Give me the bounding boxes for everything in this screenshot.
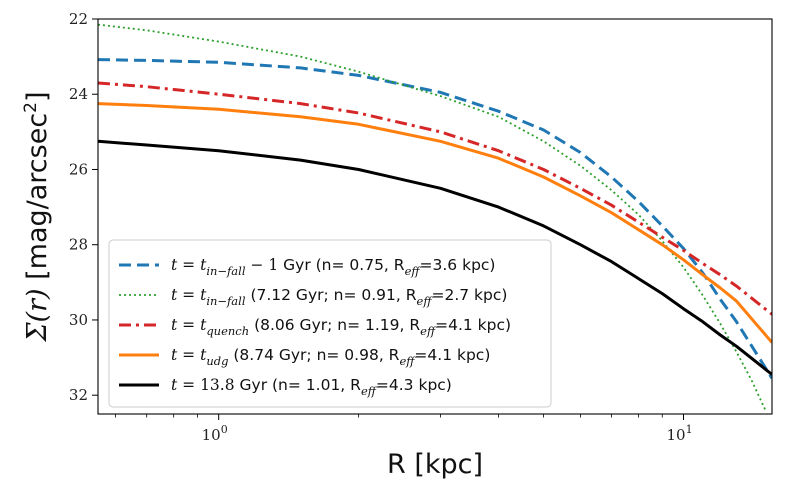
legend-label-part: t — [171, 316, 178, 334]
y-tick-label: 24 — [69, 85, 88, 103]
y-tick-label: 26 — [69, 160, 88, 178]
legend-label-part: (8.74 Gyr; n= 0.98, R — [228, 346, 399, 364]
x-axis-label: R [kpc] — [387, 449, 483, 480]
y-axis-label-sup: 2 — [21, 102, 41, 113]
legend-label-part: = — [177, 346, 200, 364]
x-tick-label: 101 — [666, 423, 692, 444]
legend-box — [108, 239, 552, 408]
y-axis-label-text: [mag/arcsec — [22, 113, 53, 289]
legend-label-part: Gyr (n= 1.01, R — [235, 376, 362, 394]
legend-label-part: (7.12 Gyr; n= 0.91, R — [246, 286, 417, 304]
legend-label-part: t — [171, 286, 178, 304]
legend-label-1: t = tin−fall − 1 Gyr (n= 0.75, Reff=3.6 … — [171, 256, 495, 278]
x-tick-base: 10 — [202, 426, 221, 444]
legend-label-4: t = tudg (8.74 Gyr; n= 0.98, Reff=4.1 kp… — [171, 346, 490, 368]
x-tick-base: 10 — [666, 426, 685, 444]
legend-label-part: t — [200, 286, 207, 304]
legend-label-part: = — [177, 286, 200, 304]
legend-label-part: =2.7 kpc) — [431, 286, 507, 304]
legend-label-part: eff — [405, 264, 422, 278]
legend-label-part: − 1 — [246, 256, 279, 274]
y-axis-label-close: ] — [22, 91, 53, 102]
legend-label-part: = — [177, 316, 200, 334]
x-tick-label: 100 — [202, 423, 228, 444]
series-line-3 — [98, 81, 772, 316]
y-axis-label-math: Σ(r) — [22, 288, 53, 342]
y-tick-label: 32 — [69, 386, 88, 404]
legend-label-part: =4.1 kpc) — [435, 316, 511, 334]
legend-label-part: =3.6 kpc) — [420, 256, 496, 274]
legend-label-2: t = tin−fall (7.12 Gyr; n= 0.91, Reff=2.… — [171, 286, 507, 308]
legend-label-5: t = 13.8 Gyr (n= 1.01, Reff=4.3 kpc) — [171, 376, 452, 398]
legend: t = tin−fall − 1 Gyr (n= 0.75, Reff=3.6 … — [108, 239, 552, 408]
legend-label-part: = 13.8 — [177, 376, 234, 394]
y-tick-label: 30 — [69, 311, 88, 329]
series-line-4 — [98, 102, 772, 344]
legend-label-part: eff — [417, 294, 434, 308]
y-axis-label: Σ(r) [mag/arcsec2] — [21, 91, 53, 342]
series-line-1 — [98, 58, 772, 380]
legend-label-part: in−fall — [206, 264, 246, 278]
y-tick-label: 28 — [69, 236, 88, 254]
legend-label-part: t — [171, 256, 178, 274]
legend-label-part: t — [171, 376, 178, 394]
x-tick-exp: 0 — [221, 423, 228, 436]
series-layer — [98, 23, 772, 411]
legend-label-part: t — [200, 346, 207, 364]
legend-label-part: eff — [420, 324, 437, 338]
legend-label-part: t — [200, 316, 207, 334]
legend-label-part: in−fall — [206, 294, 246, 308]
series-line-5 — [98, 139, 772, 376]
legend-label-part: = — [177, 256, 200, 274]
legend-label-part: eff — [399, 354, 416, 368]
legend-label-part: t — [171, 346, 178, 364]
legend-label-part: =4.3 kpc) — [376, 376, 452, 394]
legend-label-part: quench — [206, 324, 249, 338]
legend-label-part: Gyr (n= 0.75, R — [278, 256, 405, 274]
legend-label-3: t = tquench (8.06 Gyr; n= 1.19, Reff=4.1… — [171, 316, 511, 338]
series-line-2 — [98, 23, 767, 411]
legend-label-part: eff — [361, 384, 378, 398]
plot-frame — [97, 18, 773, 415]
y-tick-label: 22 — [69, 10, 88, 28]
legend-label-part: =4.1 kpc) — [414, 346, 490, 364]
x-tick-exp: 1 — [686, 423, 693, 436]
legend-label-part: udg — [206, 354, 228, 368]
legend-label-part: t — [200, 256, 207, 274]
legend-label-part: (8.06 Gyr; n= 1.19, R — [249, 316, 420, 334]
